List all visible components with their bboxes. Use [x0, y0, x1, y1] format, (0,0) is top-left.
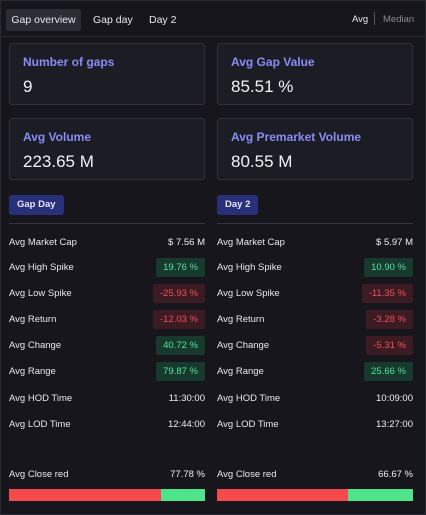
hod-time-row: Avg HOD Time 11:30:00	[9, 389, 205, 409]
row-label: Avg Market Cap	[9, 237, 77, 248]
card-value: 223.65 M	[23, 152, 94, 171]
row-label: Avg Return	[217, 314, 265, 325]
median-toggle[interactable]: Median	[383, 14, 415, 25]
close-green-fill	[348, 489, 413, 501]
close-red-bar	[217, 489, 413, 501]
number-of-gaps-card: Number of gaps 9	[9, 43, 205, 105]
tab-bar: Gap overview Gap day Day 2 Avg Median	[1, 1, 426, 37]
avg-premarket-volume-card: Avg Premarket Volume 80.55 M	[217, 118, 413, 180]
row-label: Avg Low Spike	[217, 288, 280, 299]
close-red-fill	[9, 489, 161, 501]
negative-value-pill: -12.03 %	[152, 310, 205, 329]
negative-value-pill: -11.35 %	[361, 284, 413, 303]
lod-time-row: Avg LOD Time 12:44:00	[9, 415, 205, 435]
low-spike-row: Avg Low Spike -11.35 %	[217, 284, 413, 304]
return-row: Avg Return -3.28 %	[217, 310, 413, 330]
tab-gap-day[interactable]: Gap day	[93, 14, 133, 26]
row-value: 11:30:00	[168, 393, 205, 404]
row-label: Avg High Spike	[9, 262, 74, 273]
change-row: Avg Change -5.31 %	[217, 336, 413, 356]
gap-day-badge: Gap Day	[9, 195, 64, 215]
hod-time-row: Avg HOD Time 10:09:00	[217, 389, 413, 409]
divider	[9, 223, 205, 224]
row-value: $ 5.97 M	[376, 237, 413, 248]
row-value: 10:09:00	[376, 393, 413, 404]
positive-value-pill: 25.66 %	[364, 362, 413, 381]
day-2-column: Day 2 Avg Market Cap $ 5.97 M Avg High S…	[217, 195, 413, 507]
divider	[217, 223, 413, 224]
close-red-bar	[9, 489, 205, 501]
high-spike-row: Avg High Spike 10.90 %	[217, 258, 413, 278]
return-row: Avg Return -12.03 %	[9, 310, 205, 330]
row-value: 66.67 %	[378, 469, 413, 480]
range-row: Avg Range 79.87 %	[9, 362, 205, 382]
card-value: 80.55 M	[231, 152, 293, 171]
gap-day-column: Gap Day Avg Market Cap $ 7.56 M Avg High…	[9, 195, 205, 507]
avg-volume-card: Avg Volume 223.65 M	[9, 118, 205, 180]
row-label: Avg Change	[217, 340, 270, 351]
negative-value-pill: -3.28 %	[366, 310, 413, 329]
row-label: Avg LOD Time	[9, 419, 71, 430]
card-label: Avg Premarket Volume	[231, 130, 362, 144]
avg-toggle[interactable]: Avg	[352, 14, 369, 25]
day-2-badge: Day 2	[217, 195, 259, 215]
positive-value-pill: 40.72 %	[156, 336, 205, 355]
avg-gap-value-card: Avg Gap Value 85.51 %	[217, 43, 413, 105]
row-label: Avg Return	[9, 314, 57, 325]
toggle-divider	[374, 12, 375, 25]
row-value: 12:44:00	[168, 419, 205, 430]
row-label: Avg Low Spike	[9, 288, 72, 299]
tab-day-2[interactable]: Day 2	[149, 14, 177, 26]
row-label: Avg Range	[217, 366, 264, 377]
market-cap-row: Avg Market Cap $ 5.97 M	[217, 233, 413, 253]
low-spike-row: Avg Low Spike -25.93 %	[9, 284, 205, 304]
range-row: Avg Range 25.66 %	[217, 362, 413, 382]
close-red-row: Avg Close red 77.78 %	[9, 465, 205, 485]
negative-value-pill: -5.31 %	[366, 336, 413, 355]
market-cap-row: Avg Market Cap $ 7.56 M	[9, 233, 205, 253]
positive-value-pill: 10.90 %	[364, 258, 413, 277]
card-value: 85.51 %	[231, 77, 294, 96]
card-label: Number of gaps	[23, 55, 115, 69]
row-label: Avg Close red	[9, 469, 69, 480]
close-green-fill	[161, 489, 205, 501]
row-label: Avg Close red	[217, 469, 277, 480]
close-red-fill	[217, 489, 348, 501]
close-red-row: Avg Close red 66.67 %	[217, 465, 413, 485]
change-row: Avg Change 40.72 %	[9, 336, 205, 356]
row-label: Avg HOD Time	[9, 393, 73, 404]
row-label: Avg High Spike	[217, 262, 282, 273]
card-label: Avg Volume	[23, 130, 92, 144]
row-label: Avg HOD Time	[217, 393, 281, 404]
card-value: 9	[23, 77, 33, 96]
lod-time-row: Avg LOD Time 13:27:00	[217, 415, 413, 435]
row-label: Avg LOD Time	[217, 419, 279, 430]
row-label: Avg Change	[9, 340, 62, 351]
tab-gap-overview[interactable]: Gap overview	[6, 9, 81, 31]
row-label: Avg Range	[9, 366, 56, 377]
positive-value-pill: 19.76 %	[156, 258, 205, 277]
card-label: Avg Gap Value	[231, 55, 315, 69]
row-value: 13:27:00	[376, 419, 413, 430]
row-value: $ 7.56 M	[168, 237, 205, 248]
row-value: 77.78 %	[170, 469, 205, 480]
negative-value-pill: -25.93 %	[152, 284, 205, 303]
high-spike-row: Avg High Spike 19.76 %	[9, 258, 205, 278]
positive-value-pill: 79.87 %	[156, 362, 205, 381]
row-label: Avg Market Cap	[217, 237, 285, 248]
